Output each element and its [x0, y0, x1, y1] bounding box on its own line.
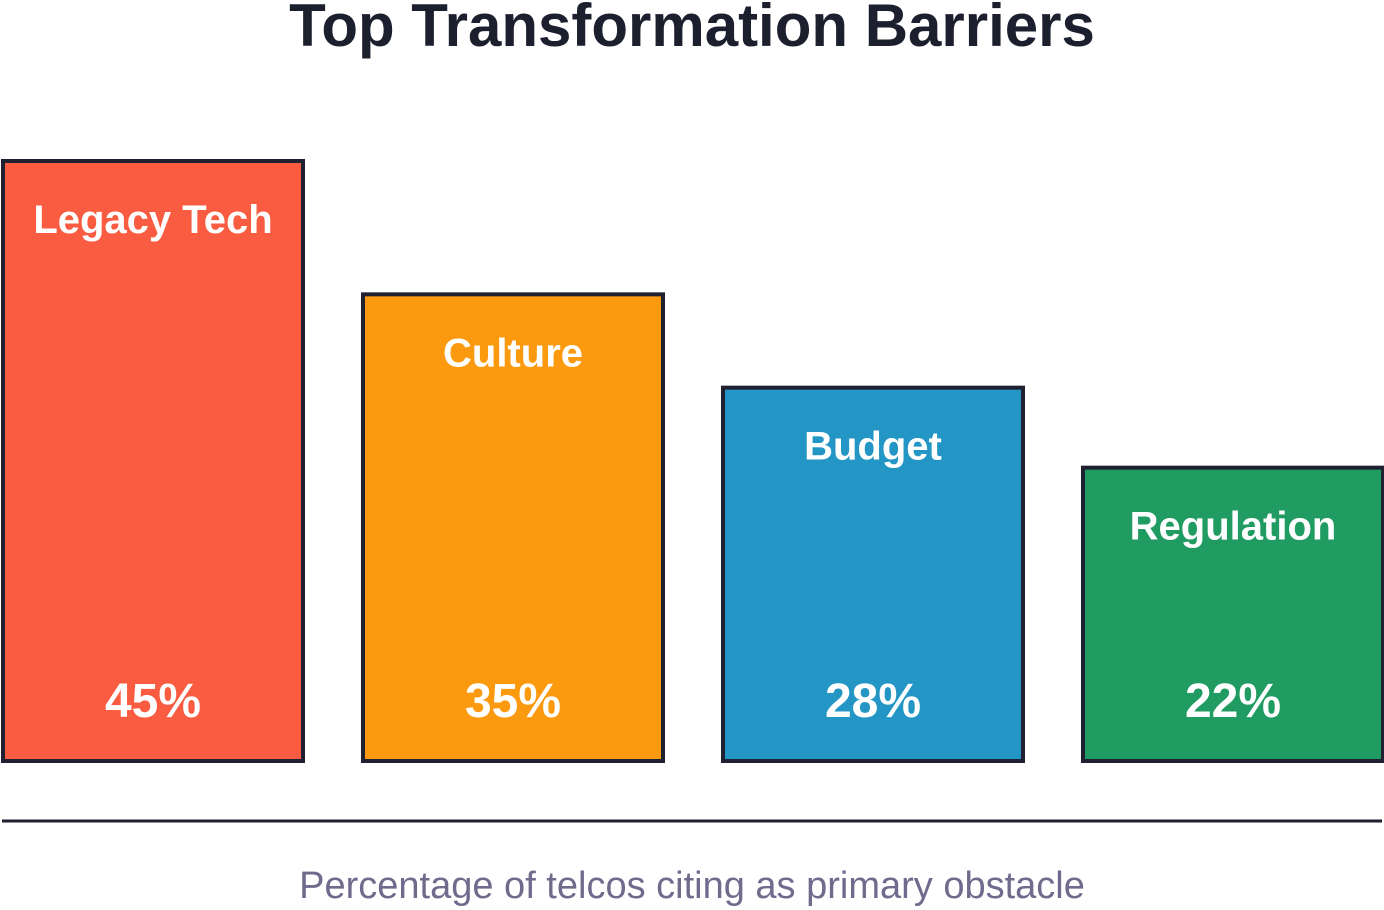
bar-legacy-tech	[1, 159, 305, 763]
bar-category-label-legacy-tech: Legacy Tech	[33, 198, 272, 242]
bar-category-label-culture: Culture	[443, 331, 583, 375]
bar-value-label-culture: 35%	[465, 675, 561, 728]
bar-budget	[721, 385, 1025, 763]
bar-regulation	[1081, 465, 1384, 763]
chart-caption: Percentage of telcos citing as primary o…	[299, 865, 1085, 907]
bar-category-label-budget: Budget	[804, 425, 942, 469]
bar-category-label-regulation: Regulation	[1130, 505, 1337, 549]
bar-value-label-regulation: 22%	[1185, 675, 1281, 728]
bar-value-label-legacy-tech: 45%	[105, 675, 201, 728]
chart-title: Top Transformation Barriers	[289, 0, 1095, 59]
bars-layer: Legacy Tech 45% Culture 35% Budget 28% Regulat…	[1, 159, 1384, 763]
bar-value-label-budget: 28%	[825, 675, 921, 728]
bar-culture	[361, 292, 665, 763]
